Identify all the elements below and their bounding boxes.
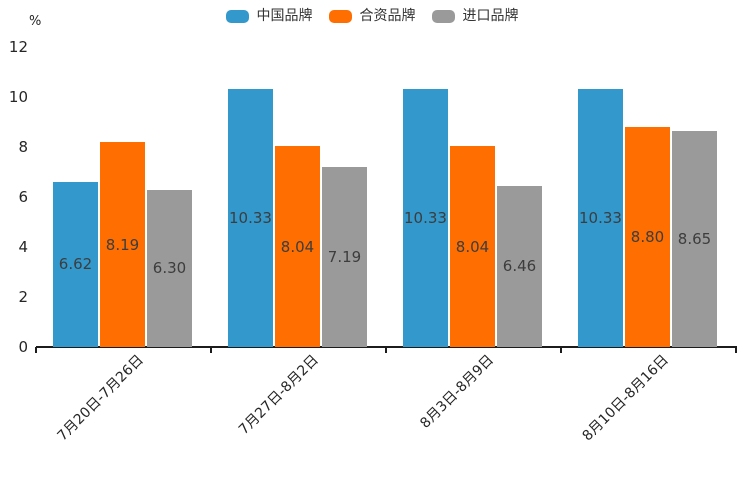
bar	[53, 181, 98, 347]
bar-value-label: 8.80	[630, 228, 665, 246]
legend-item: 合资品牌	[328, 8, 416, 25]
legend-swatch	[225, 10, 249, 23]
bar	[450, 146, 495, 347]
bar-value-label: 7.19	[327, 248, 362, 267]
x-axis-tick-mark	[385, 347, 387, 353]
legend-swatch	[328, 10, 352, 23]
x-axis-tick-mark	[35, 347, 37, 353]
bar	[403, 88, 448, 347]
x-axis-tick-mark	[210, 347, 212, 353]
chart-legend: 中国品牌 合资品牌 进口品牌	[0, 8, 744, 25]
bar	[147, 189, 192, 347]
bar	[672, 130, 717, 347]
bar-value-label: 6.46	[502, 257, 537, 276]
bar	[275, 146, 320, 347]
bar-value-label: 6.30	[152, 259, 187, 278]
x-axis-tick-mark	[735, 347, 737, 353]
y-axis-tick-label: 12	[8, 38, 28, 56]
legend-item: 进口品牌	[431, 8, 519, 25]
y-axis-tick-label: 8	[18, 138, 28, 156]
bar	[497, 185, 542, 347]
y-axis-tick-label: 2	[18, 288, 28, 306]
y-axis-tick-label: 10	[8, 88, 28, 106]
legend-item-label: 中国品牌	[256, 8, 313, 24]
y-axis-tick-label: 4	[18, 238, 28, 256]
bar-value-label: 8.04	[280, 237, 315, 256]
bar-value-label: 6.62	[58, 255, 93, 274]
bar	[228, 88, 273, 347]
x-axis-tick-mark	[560, 347, 562, 353]
legend-swatch	[431, 10, 455, 23]
bar	[100, 142, 145, 347]
bar-value-label: 8.04	[455, 237, 490, 256]
bar	[625, 127, 670, 347]
legend-item-label: 合资品牌	[359, 8, 416, 24]
y-axis-unit-label: %	[29, 14, 42, 29]
bar-value-label: 8.65	[677, 229, 712, 248]
x-axis-category-label: 8月10日-8月16日	[579, 352, 672, 445]
legend-item-label: 进口品牌	[462, 8, 519, 24]
y-axis-tick-label: 6	[18, 188, 28, 206]
bar	[322, 167, 367, 347]
bar-value-label: 10.33	[579, 208, 622, 227]
x-axis-category-label: 8月3日-8月9日	[417, 352, 497, 432]
bar-value-label: 10.33	[404, 208, 447, 227]
bar-value-label: 10.33	[229, 208, 272, 227]
x-axis-category-label: 7月20日-7月26日	[54, 352, 147, 445]
bar-value-label: 8.19	[105, 235, 140, 254]
y-axis-tick-label: 0	[18, 338, 28, 356]
legend-item: 中国品牌	[225, 8, 313, 25]
x-axis-category-label: 7月27日-8月2日	[235, 352, 322, 438]
bar	[578, 88, 623, 347]
